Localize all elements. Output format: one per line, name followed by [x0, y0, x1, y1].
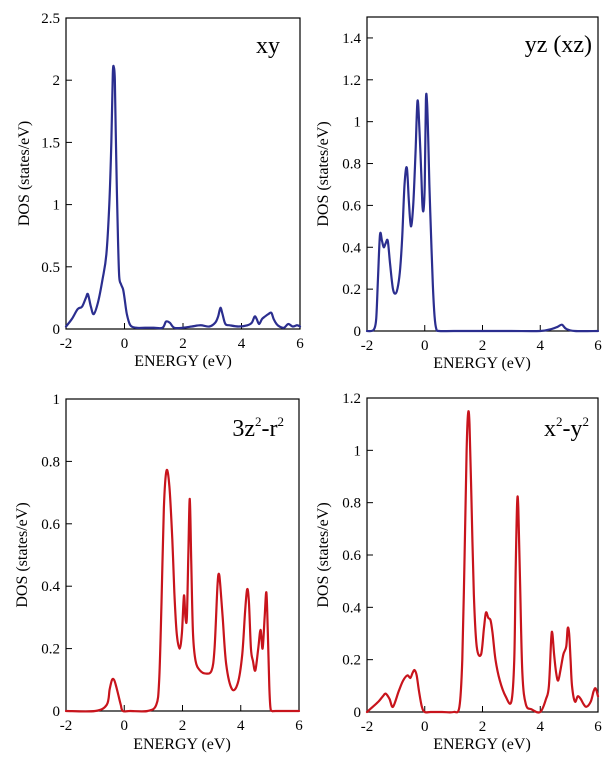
x-tick-label: 0 — [421, 719, 429, 735]
x-tick-label: 4 — [537, 719, 545, 735]
x-tick-label: -2 — [361, 338, 374, 354]
plot-frame — [366, 16, 599, 332]
x-axis-label: ENERGY (eV) — [433, 736, 531, 753]
x-axis-label: ENERGY (eV) — [133, 736, 231, 753]
x-axis-label: ENERGY (eV) — [433, 355, 531, 372]
dos-curve — [64, 468, 301, 713]
y-tick-label: 1.2 — [342, 73, 361, 89]
panel-label-mid: -y — [563, 416, 583, 442]
x-tick-label: 6 — [594, 338, 602, 354]
y-tick-label: 1.2 — [342, 391, 361, 407]
y-tick-label: 1 — [354, 443, 362, 459]
y-tick-label: 0 — [354, 324, 362, 340]
x-tick-label: 6 — [295, 718, 303, 734]
x-tick-label: 0 — [421, 338, 429, 354]
x-axis-label: ENERGY (eV) — [134, 353, 232, 370]
y-tick-label: 1 — [354, 115, 362, 131]
panel-label-base: x — [544, 416, 556, 442]
panel-label-sup: 2 — [583, 414, 590, 429]
y-tick-label: 0.6 — [41, 517, 60, 533]
x-axis-ticks: -2 0 2 4 6 — [361, 325, 602, 354]
y-tick-label: 1 — [53, 392, 61, 408]
panel-label-sup: 2 — [255, 414, 262, 429]
y-tick-label: 1.4 — [342, 31, 361, 47]
y-tick-label: 2.5 — [41, 11, 60, 27]
panel-label: yz (xz) — [525, 32, 592, 58]
x-axis-ticks: -2 0 2 4 6 — [60, 705, 303, 734]
y-tick-label: 0.8 — [342, 157, 361, 173]
dos-panel-3z2-r2: 00.20.40.60.81 -2 0 2 4 6 3z2-r2 ENERGY (eV)… — [14, 392, 303, 753]
y-tick-label: 0.8 — [342, 496, 361, 512]
y-tick-label: 0 — [53, 322, 61, 338]
panel-label: xy — [256, 33, 280, 59]
y-tick-label: 1.5 — [41, 135, 60, 151]
y-tick-label: 0.6 — [342, 548, 361, 564]
y-tick-label: 0.2 — [41, 642, 60, 658]
y-tick-label: 0.6 — [342, 198, 361, 214]
y-tick-label: 1 — [53, 198, 61, 214]
y-tick-label: 0.2 — [342, 282, 361, 298]
y-tick-label: 0.2 — [342, 653, 361, 669]
y-axis-ticks: 0 0.2 0.4 0.6 0.8 1 — [41, 392, 72, 720]
y-tick-label: 0.4 — [342, 240, 361, 256]
x-tick-label: 6 — [594, 719, 602, 735]
x-tick-label: -2 — [60, 718, 73, 734]
plot-frame — [366, 397, 599, 713]
dos-curve — [365, 92, 600, 333]
x-axis-ticks: -2 0 2 4 6 — [361, 706, 602, 735]
y-tick-label: 0.4 — [41, 579, 60, 595]
x-tick-label: 4 — [537, 338, 545, 354]
y-tick-label: 0.8 — [41, 454, 60, 470]
x-tick-label: 4 — [238, 336, 246, 352]
panel-label: 3z2-r2 — [232, 414, 284, 442]
x-tick-label: -2 — [361, 719, 374, 735]
x-tick-label: 6 — [296, 336, 304, 352]
plot-frame — [65, 398, 300, 712]
dos-panel-xy: 00.511.522.5 -2 0 2 4 6 xy ENERGY (eV) DOS (… — [16, 11, 304, 370]
x-tick-label: -2 — [60, 336, 73, 352]
y-axis-ticks: 0 0.5 1 1.5 2 2.5 — [41, 11, 72, 338]
y-tick-label: 0.4 — [342, 600, 361, 616]
y-tick-label: 2 — [53, 73, 61, 89]
x-tick-label: 0 — [121, 718, 129, 734]
y-axis-label: DOS (states/eV) — [16, 121, 33, 226]
x-tick-label: 2 — [179, 336, 187, 352]
dos-curve — [365, 410, 600, 714]
y-axis-ticks: 0 0.2 0.4 0.6 0.8 1 1.2 1.4 — [342, 31, 373, 340]
x-tick-label: 4 — [237, 718, 245, 734]
panel-label-sup: 2 — [278, 414, 285, 429]
y-axis-ticks: 0 0.2 0.4 0.6 0.8 1 1.2 — [342, 391, 373, 721]
y-tick-label: 0 — [53, 704, 61, 720]
x-tick-label: 2 — [479, 338, 487, 354]
panel-label-base: 3z — [232, 416, 255, 442]
x-tick-label: 2 — [479, 719, 487, 735]
y-axis-label: DOS (states/eV) — [315, 121, 332, 226]
dos-curve — [64, 64, 302, 330]
panel-label-mid: -r — [262, 416, 278, 442]
panel-label: x2-y2 — [544, 414, 589, 442]
panel-label-sup: 2 — [556, 414, 563, 429]
x-axis-ticks: -2 0 2 4 6 — [60, 323, 304, 352]
x-tick-label: 0 — [121, 336, 129, 352]
y-axis-label: DOS (states/eV) — [315, 502, 332, 607]
dos-panel-x2-y2: 00.20.40.60.811.2 -2 0 2 4 6 x2-y2 ENERGY (e… — [315, 391, 602, 753]
dos-panel-yz-xz: 00.20.40.60.811.21.4 -2 0 2 4 6 yz (xz) ENER… — [315, 16, 602, 372]
y-tick-label: 0.5 — [41, 260, 60, 276]
y-tick-label: 0 — [354, 705, 362, 721]
y-axis-label: DOS (states/eV) — [14, 502, 31, 607]
x-tick-label: 2 — [179, 718, 187, 734]
